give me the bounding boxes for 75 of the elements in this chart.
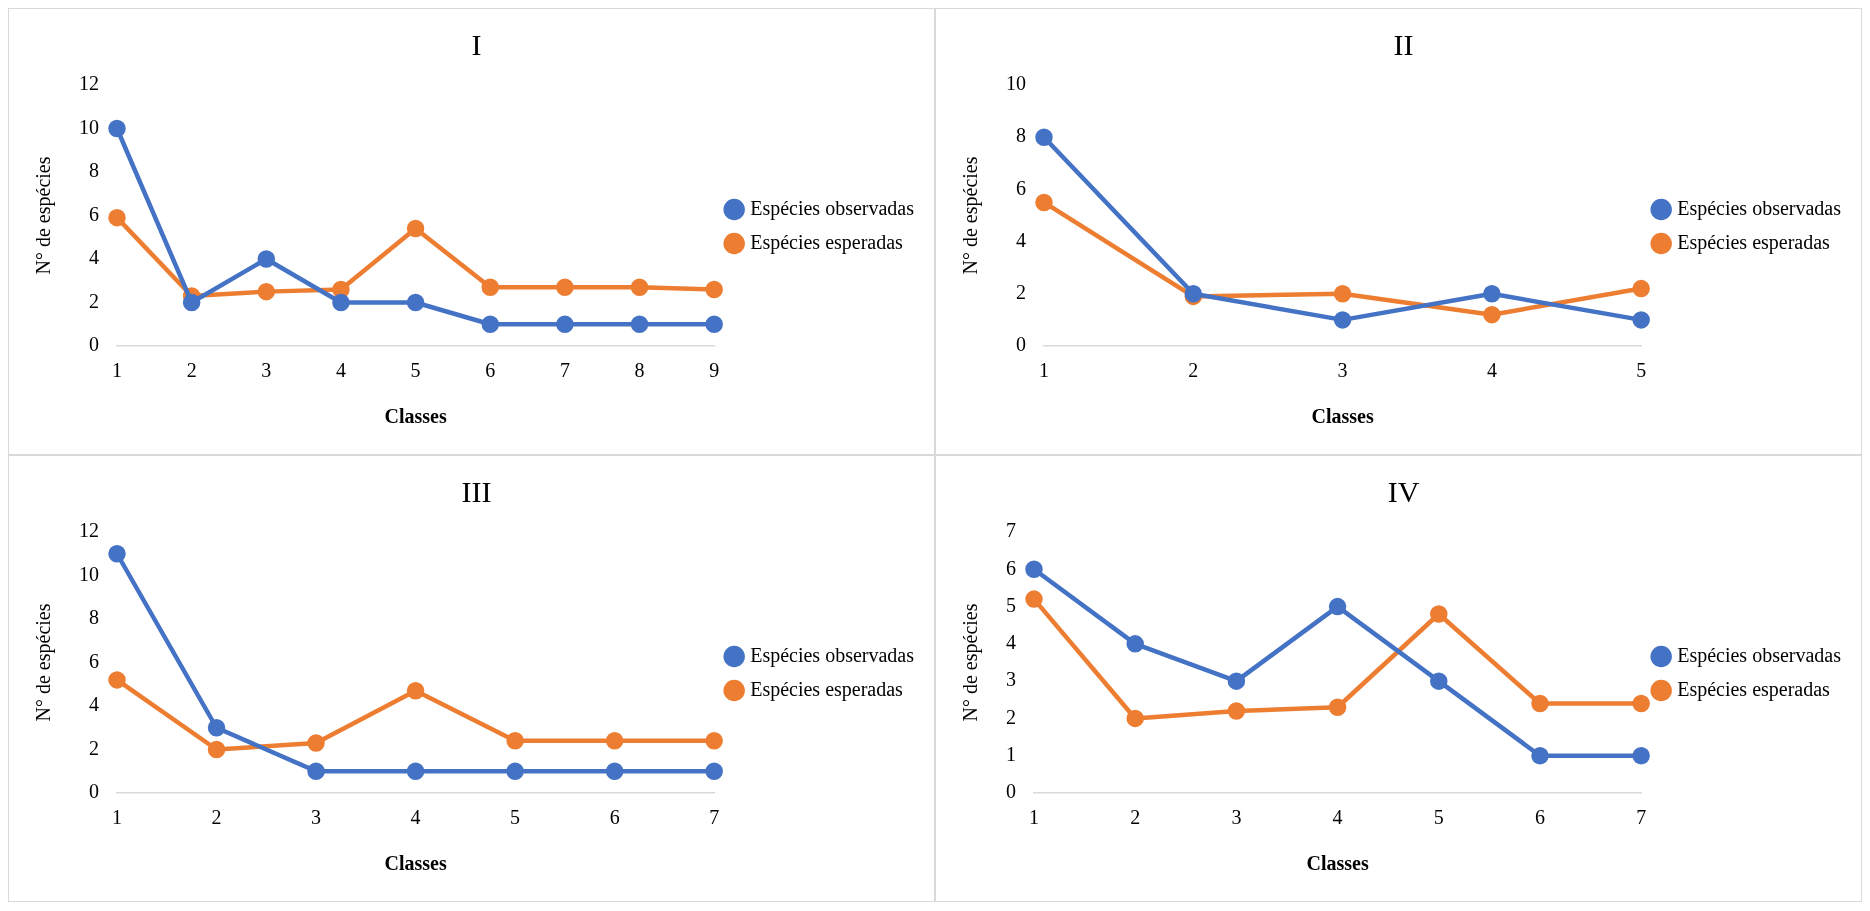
x-tick-label: 2 [1130, 806, 1141, 829]
chart-title: I [471, 27, 482, 61]
y-axis-title: N° de espécies [959, 156, 983, 275]
y-tick-label: 2 [1016, 281, 1026, 304]
x-tick-label: 7 [559, 359, 570, 382]
x-tick-label: 4 [1332, 806, 1343, 829]
x-axis-title: Classes [1311, 405, 1374, 428]
y-tick-label: 4 [1006, 631, 1016, 654]
y-tick-label: 8 [89, 606, 99, 629]
legend-label: Espécies esperadas [1677, 677, 1831, 701]
x-axis-title: Classes [1306, 852, 1369, 875]
legend-label: Espécies observadas [750, 643, 915, 667]
chart-title: II [1393, 27, 1414, 61]
x-tick-label: 1 [1039, 359, 1049, 382]
x-tick-label: 6 [609, 806, 620, 829]
chart-title: III [461, 474, 492, 508]
chart-title: IV [1387, 474, 1420, 508]
x-tick-label: 3 [311, 806, 322, 829]
x-tick-label: 5 [1636, 359, 1647, 382]
x-tick-label: 5 [510, 806, 521, 829]
y-axis-title: N° de espécies [959, 603, 983, 722]
y-axis-title: N° de espécies [32, 156, 56, 275]
x-tick-label: 2 [1188, 359, 1199, 382]
x-tick-label: 6 [485, 359, 496, 382]
y-tick-label: 8 [1016, 124, 1026, 147]
x-tick-label: 2 [186, 359, 197, 382]
y-tick-label: 4 [89, 246, 99, 269]
x-tick-label: 3 [1337, 359, 1348, 382]
x-axis-title: Classes [384, 852, 447, 875]
x-tick-label: 3 [1231, 806, 1242, 829]
y-tick-label: 0 [89, 333, 99, 356]
x-tick-label: 6 [1534, 806, 1545, 829]
y-tick-label: 6 [89, 649, 99, 672]
y-tick-label: 10 [1006, 72, 1026, 95]
x-tick-label: 5 [1433, 806, 1444, 829]
y-tick-label: 6 [1006, 556, 1016, 579]
legend-label: Espécies observadas [750, 196, 915, 220]
y-tick-label: 1 [1006, 742, 1016, 765]
x-tick-label: 4 [335, 359, 346, 382]
y-tick-label: 0 [89, 780, 99, 803]
x-tick-label: 3 [261, 359, 272, 382]
y-tick-label: 2 [1006, 705, 1016, 728]
y-tick-label: 6 [1016, 176, 1026, 199]
x-tick-label: 9 [709, 359, 720, 382]
y-tick-label: 4 [89, 693, 99, 716]
y-tick-label: 12 [79, 519, 99, 542]
y-tick-label: 2 [89, 289, 99, 312]
x-tick-label: 1 [112, 806, 122, 829]
x-tick-label: 5 [410, 359, 421, 382]
x-tick-label: 2 [211, 806, 222, 829]
y-tick-label: 0 [1006, 780, 1016, 803]
y-tick-label: 2 [89, 736, 99, 759]
y-tick-label: 10 [79, 115, 99, 138]
x-axis-title: Classes [384, 405, 447, 428]
x-tick-label: 1 [112, 359, 122, 382]
x-tick-label: 8 [634, 359, 645, 382]
y-tick-label: 12 [79, 72, 99, 95]
y-tick-label: 10 [79, 562, 99, 585]
x-tick-label: 4 [1486, 359, 1497, 382]
y-tick-label: 6 [89, 202, 99, 225]
y-axis-title: N° de espécies [32, 603, 56, 722]
legend-label: Espécies esperadas [750, 677, 904, 701]
x-tick-label: 7 [1636, 806, 1647, 829]
y-tick-label: 4 [1016, 228, 1026, 251]
y-tick-label: 0 [1016, 333, 1026, 356]
x-tick-label: 7 [709, 806, 720, 829]
legend-label: Espécies observadas [1677, 196, 1842, 220]
y-tick-label: 3 [1006, 668, 1016, 691]
y-tick-label: 7 [1006, 519, 1016, 542]
legend-label: Espécies esperadas [750, 230, 904, 254]
legend-label: Espécies esperadas [1677, 230, 1831, 254]
y-tick-label: 8 [89, 159, 99, 182]
x-tick-label: 4 [410, 806, 421, 829]
legend-label: Espécies observadas [1677, 643, 1842, 667]
y-tick-label: 5 [1006, 593, 1016, 616]
